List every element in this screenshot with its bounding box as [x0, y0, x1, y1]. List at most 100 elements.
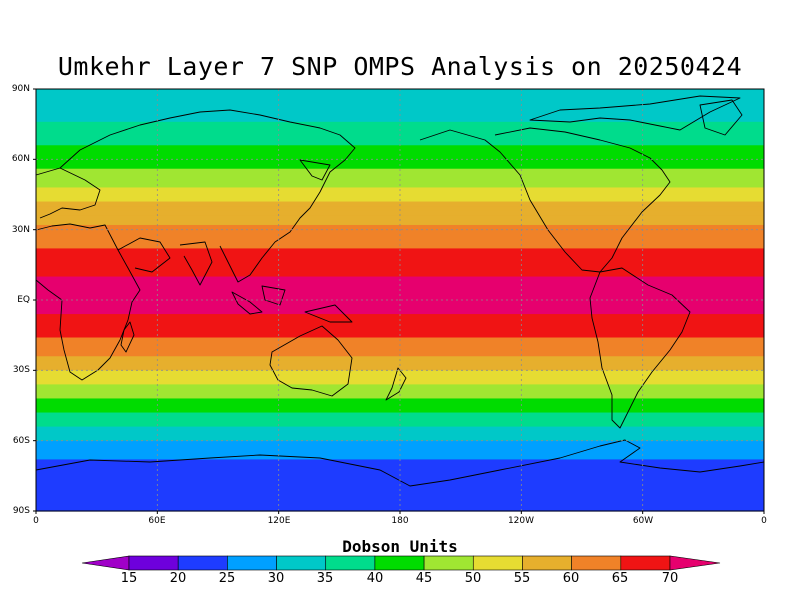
- ozone-band: [36, 300, 764, 306]
- ozone-band: [36, 135, 764, 142]
- ozone-band: [36, 393, 764, 400]
- x-tick-label: 180: [391, 516, 409, 526]
- ozone-band: [36, 224, 764, 231]
- ozone-band: [36, 379, 764, 385]
- ozone-band: [36, 154, 764, 160]
- y-tick-label: EQ: [17, 295, 30, 305]
- y-tick-label: 60N: [11, 154, 30, 164]
- colorbar-tick-label: 25: [218, 571, 236, 586]
- ozone-band: [36, 304, 764, 310]
- ozone-band: [36, 159, 764, 165]
- ozone-band: [36, 506, 764, 512]
- x-tick-label: 0: [761, 516, 767, 526]
- colorbar: [81, 555, 721, 571]
- y-tick-label: 60S: [12, 436, 30, 446]
- colorbar-tick-label: 70: [661, 571, 679, 586]
- colorbar-title: Dobson Units: [342, 537, 458, 556]
- ozone-band: [36, 314, 764, 320]
- ozone-band: [36, 454, 764, 461]
- ozone-band: [36, 239, 764, 245]
- ozone-band: [36, 365, 764, 371]
- x-tick-label: 60W: [632, 516, 654, 526]
- ozone-band: [36, 168, 764, 174]
- ozone-band: [36, 309, 764, 315]
- ozone-band: [36, 459, 764, 465]
- colorbar-swatch: [177, 555, 228, 571]
- ozone-band: [36, 356, 764, 362]
- x-tick-label: 60E: [148, 516, 166, 526]
- colorbar-tick-label: 20: [169, 571, 187, 586]
- ozone-band: [36, 384, 764, 390]
- ozone-band: [36, 243, 764, 250]
- x-tick-label: 120E: [267, 516, 291, 526]
- y-tick-label: 90S: [12, 506, 30, 516]
- ozone-band: [36, 140, 764, 146]
- colorbar-swatch: [374, 555, 425, 571]
- colorbar-swatch: [128, 555, 179, 571]
- colorbar-high-arrow: [669, 555, 721, 571]
- colorbar-tick-label: 30: [267, 571, 285, 586]
- x-tick-label: 0: [33, 516, 39, 526]
- ozone-band: [36, 210, 764, 217]
- colorbar-tick-label: 35: [316, 571, 334, 586]
- ozone-band: [36, 435, 764, 442]
- colorbar-tick-label: 60: [562, 571, 580, 586]
- ozone-band: [36, 234, 764, 240]
- ozone-band: [36, 440, 764, 446]
- ozone-band: [36, 464, 764, 470]
- ozone-band: [36, 360, 764, 367]
- ozone-band: [36, 375, 764, 381]
- ozone-band: [36, 370, 764, 376]
- graticule: [36, 89, 764, 511]
- y-tick-label: 30N: [11, 225, 30, 235]
- x-tick-label: 120W: [507, 516, 535, 526]
- ozone-band: [36, 295, 764, 301]
- ozone-band: [36, 93, 764, 99]
- ozone-band: [36, 281, 764, 287]
- ozone-band: [36, 173, 764, 179]
- ozone-band: [36, 248, 764, 254]
- colorbar-tick-label: 50: [464, 571, 482, 586]
- colorbar-tick-label: 15: [120, 571, 138, 586]
- colorbar-swatch: [276, 555, 327, 571]
- ozone-band: [36, 215, 764, 221]
- ozone-band: [36, 89, 764, 95]
- ozone-band: [36, 473, 764, 479]
- ozone-band: [36, 164, 764, 170]
- ozone-band: [36, 450, 764, 456]
- ozone-band: [36, 131, 764, 137]
- ozone-band: [36, 229, 764, 235]
- colorbar-tick-label: 45: [415, 571, 433, 586]
- ozone-band: [36, 398, 764, 404]
- axis-ticks: [33, 88, 765, 514]
- ozone-band: [36, 206, 764, 212]
- colorbar-tick-label: 65: [611, 571, 629, 586]
- ozone-band: [36, 468, 764, 475]
- chart-title: Umkehr Layer 7 SNP OMPS Analysis on 2025…: [57, 52, 743, 81]
- ozone-band: [36, 290, 764, 296]
- colorbar-swatch: [325, 555, 376, 571]
- ozone-band: [36, 98, 764, 104]
- y-tick-label: 30S: [12, 365, 30, 375]
- ozone-band: [36, 323, 764, 329]
- ozone-band: [36, 318, 764, 325]
- colorbar-swatch: [571, 555, 622, 571]
- ozone-band: [36, 389, 764, 395]
- ozone-band: [36, 431, 764, 437]
- colorbar-swatch: [522, 555, 572, 571]
- ozone-band: [36, 445, 764, 451]
- y-tick-label: 90N: [11, 84, 30, 94]
- coastlines: [35, 95, 765, 487]
- ozone-band: [36, 145, 764, 151]
- colorbar-swatch: [472, 555, 523, 571]
- colorbar-swatch: [227, 555, 277, 571]
- colorbar-tick-label: 55: [513, 571, 531, 586]
- colorbar-low-arrow: [81, 555, 130, 571]
- colorbar-swatch: [423, 555, 474, 571]
- colorbar-tick-label: 40: [366, 571, 384, 586]
- ozone-band: [36, 149, 764, 156]
- ozone-band: [36, 285, 764, 292]
- colorbar-swatch: [620, 555, 671, 571]
- ozone-band: [36, 220, 764, 226]
